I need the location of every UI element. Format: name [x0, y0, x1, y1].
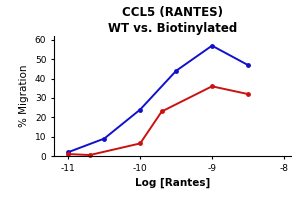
- X-axis label: Log [Rantes]: Log [Rantes]: [135, 178, 210, 188]
- Title: CCL5 (RANTES)
WT vs. Biotinylated: CCL5 (RANTES) WT vs. Biotinylated: [108, 6, 237, 35]
- Y-axis label: % Migration: % Migration: [19, 65, 29, 127]
